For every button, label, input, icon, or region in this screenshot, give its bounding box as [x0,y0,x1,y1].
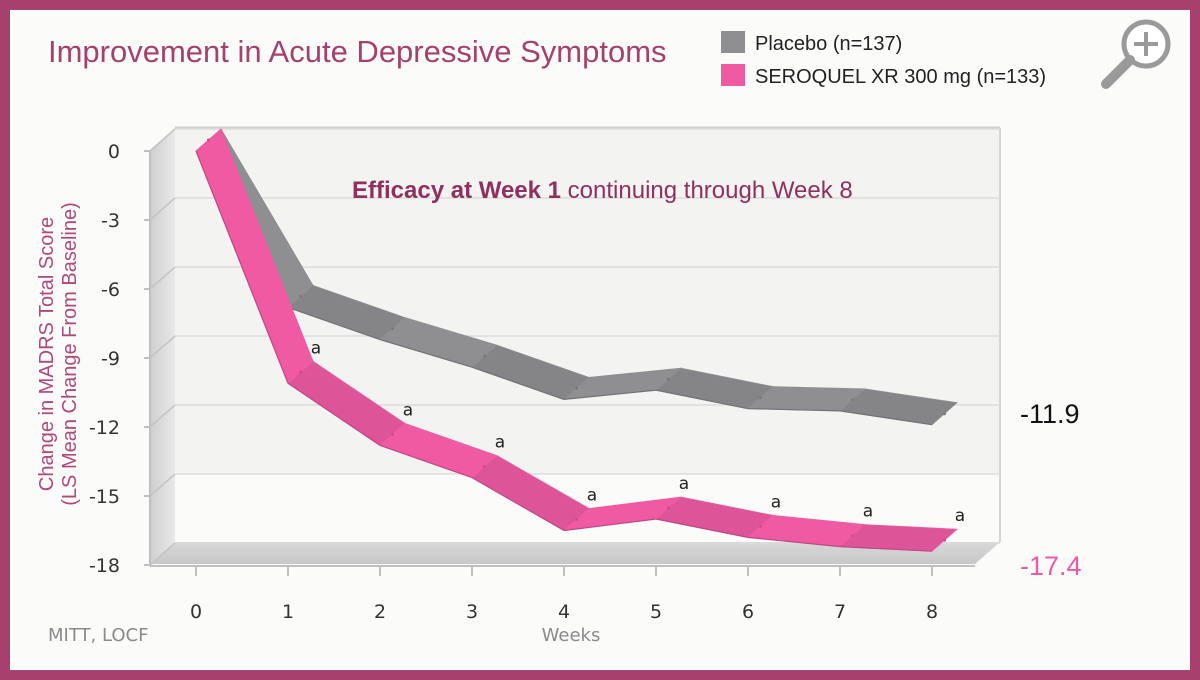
grid-line-side [149,266,176,290]
legend-swatch-placebo [721,31,745,53]
data-point [391,432,394,436]
ribbon-front-edge [563,389,657,400]
ribbon-front-edge [471,366,565,400]
data-point [851,398,854,402]
x-tick-label: 1 [282,601,294,623]
x-tick-label: 6 [742,601,754,623]
significance-markers: a a a a a a a a [311,338,965,526]
ribbon-front-edge [655,518,749,538]
ribbon-front-edge [471,477,565,532]
end-value-seroquel: -17.4 [1020,551,1082,581]
chart-subtitle-rest: continuing through Week 8 [561,177,853,204]
chart-canvas: Improvement in Acute Depressive Symptoms… [36,19,1171,646]
plot-side-wall [150,128,175,564]
ribbon-front-edge [563,518,657,532]
grid-line-side [149,197,176,221]
legend-label-seroquel: SEROQUEL XR 300 mg (n=133) [755,66,1046,88]
data-point [207,138,210,142]
series-ribbons [195,128,959,552]
ribbon-front-edge [839,410,933,426]
significance-marker: a [863,502,873,522]
ribbon-front-edge [655,389,749,410]
significance-marker: a [311,338,321,358]
data-point [667,506,670,510]
data-point [759,524,762,528]
data-point [299,294,302,298]
grid-line-side [149,128,176,152]
ribbon-front-edge [747,408,841,412]
x-tick-label: 4 [558,601,570,623]
ribbon-front-edge [195,150,289,384]
significance-marker: a [403,400,413,420]
data-point [575,518,578,521]
grid-line-side [149,404,176,428]
y-tick-label: -3 [101,210,120,232]
x-tick-label: 0 [190,601,202,623]
data-point [759,396,762,400]
y-axis-label-line2: (LS Mean Change From Baseline) [59,202,81,505]
y-tick-labels: 0 -3 -6 -9 -12 -15 -18 [89,141,150,577]
chart-subtitle-bold: Efficacy at Week 1 [352,177,561,204]
footnote: MITT, LOCF [48,625,148,646]
end-value-placebo: -11.9 [1020,399,1080,429]
x-tick-labels: 0 1 2 3 4 5 6 7 8 [190,566,938,623]
significance-marker: a [495,433,505,453]
grid-line-side [149,335,176,359]
ribbon-front-edge [379,339,473,368]
ribbon-front-edge [747,536,841,548]
x-axis-label: Weeks [542,625,601,646]
x-tick-label: 8 [926,601,938,623]
x-tick-label: 5 [650,601,662,623]
data-point [483,465,486,469]
grid-line-side [149,542,176,566]
y-tick-label: 0 [108,141,120,163]
data-point [943,412,946,416]
data-point [943,538,946,542]
significance-marker: a [587,486,597,506]
series-ribbon-seroquel [195,128,959,552]
x-tick-label: 2 [374,601,386,623]
ribbon-front-edge [287,306,381,341]
significance-marker: a [955,506,965,526]
legend-item-placebo: Placebo (n=137) [721,31,902,55]
legend-item-seroquel: SEROQUEL XR 300 mg (n=133) [721,64,1046,88]
x-tick-label: 3 [466,601,478,623]
chart-title: Improvement in Acute Depressive Symptoms [48,34,667,69]
data-point [483,354,486,358]
grid-line-side [149,473,176,497]
zoom-in-icon[interactable] [1101,19,1171,89]
y-tick-label: -18 [89,555,120,577]
ribbon-front-edge [379,444,473,479]
y-tick-label: -12 [89,417,120,439]
y-tick-label: -9 [101,348,120,370]
data-point [299,370,302,374]
significance-marker: a [771,492,781,512]
data-point [391,327,394,331]
legend: Placebo (n=137) SEROQUEL XR 300 mg (n=13… [721,31,1046,88]
data-point [667,377,670,381]
significance-marker: a [679,474,689,494]
ribbon-front-edge [839,546,933,552]
data-point [575,386,578,390]
y-tick-label: -6 [101,279,120,301]
y-tick-label: -15 [89,486,120,508]
x-tick-label: 7 [834,601,846,623]
chart-subtitle: Efficacy at Week 1 continuing through We… [352,177,853,204]
data-point [851,534,854,538]
y-axis-label-line1: Change in MADRS Total Score [36,217,58,491]
legend-swatch-seroquel [721,64,745,86]
legend-label-placebo: Placebo (n=137) [755,33,902,55]
plot-floor [150,542,1000,564]
ribbon-front-edge [287,382,381,446]
